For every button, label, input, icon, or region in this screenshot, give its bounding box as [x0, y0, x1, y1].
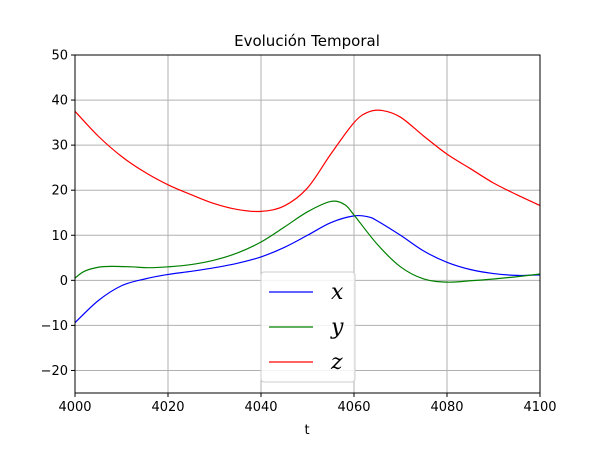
y-tick-label: 50	[51, 49, 68, 64]
x-tick-label: 4080	[430, 400, 463, 415]
series-line-x	[75, 214, 540, 324]
plot-frame	[74, 54, 541, 394]
y-tick-label: 30	[51, 139, 68, 154]
legend: xyz	[260, 271, 356, 383]
legend-label-z: z	[330, 350, 343, 375]
x-tick-label: 4040	[244, 400, 277, 415]
y-tick-label: 10	[51, 229, 68, 244]
series-line-y	[75, 200, 540, 283]
y-tick-label: 0	[60, 274, 68, 289]
x-tick-label: 4060	[337, 400, 370, 415]
series-line-z	[75, 109, 540, 213]
legend-label-x: x	[331, 280, 344, 305]
x-axis-label: t	[304, 423, 309, 438]
x-tick-label: 4000	[58, 400, 91, 415]
y-tick-label: 20	[51, 184, 68, 199]
y-tick-label: −20	[41, 364, 68, 379]
y-tick-label: 40	[51, 94, 68, 109]
x-tick-label: 4100	[523, 400, 556, 415]
chart-title: Evolución Temporal	[234, 32, 380, 50]
legend-label-y: y	[330, 315, 344, 340]
y-axis-ticks: −20 −10 0 10 20 30 40 50	[41, 49, 75, 379]
series-layer	[75, 109, 540, 324]
y-tick-label: −10	[41, 319, 68, 334]
grid	[75, 55, 540, 393]
x-tick-label: 4020	[151, 400, 184, 415]
x-axis-ticks: 4000 4020 4040 4060 4080 4100	[58, 393, 557, 415]
